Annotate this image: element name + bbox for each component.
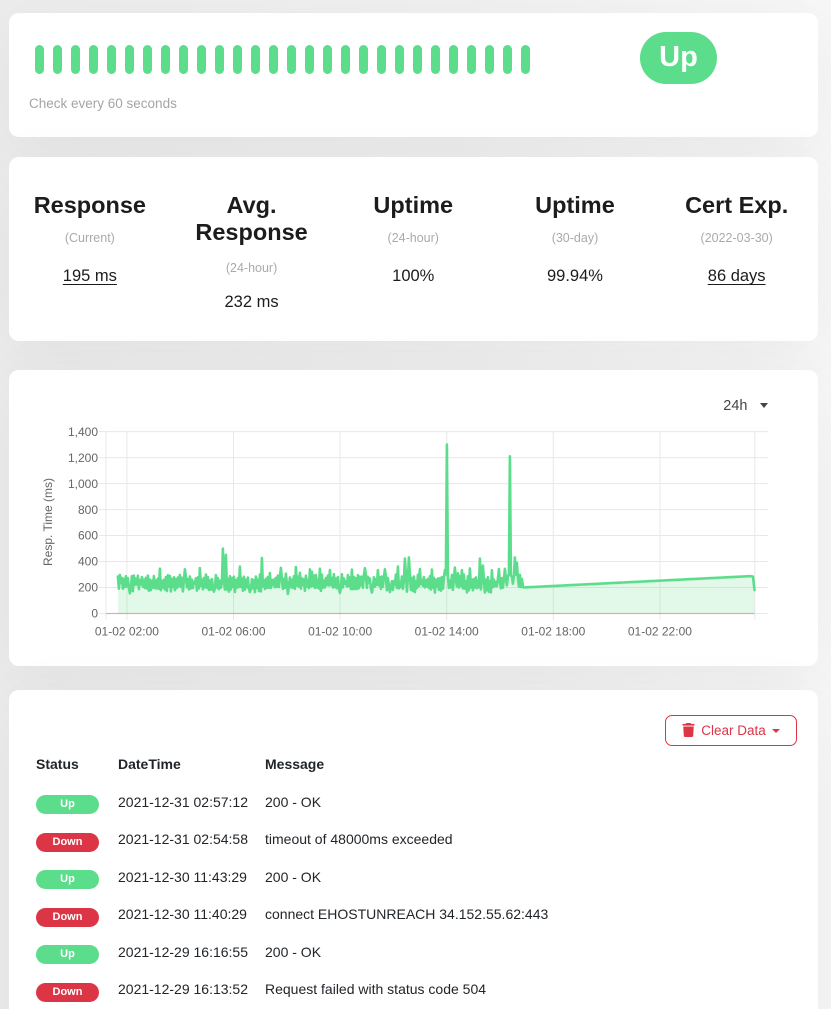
svg-text:01-02 22:00: 01-02 22:00 [628, 625, 692, 639]
svg-text:01-02 14:00: 01-02 14:00 [415, 625, 479, 639]
svg-text:600: 600 [78, 529, 98, 543]
svg-text:800: 800 [78, 503, 98, 517]
svg-text:01-02 18:00: 01-02 18:00 [521, 625, 585, 639]
svg-text:0: 0 [91, 607, 98, 621]
svg-text:200: 200 [78, 581, 98, 595]
svg-text:01-02 10:00: 01-02 10:00 [308, 625, 372, 639]
svg-text:01-02 02:00: 01-02 02:00 [95, 625, 159, 639]
svg-text:01-02 06:00: 01-02 06:00 [201, 625, 265, 639]
svg-text:1,200: 1,200 [68, 451, 98, 465]
svg-text:400: 400 [78, 555, 98, 569]
svg-text:1,000: 1,000 [68, 477, 98, 491]
svg-text:1,400: 1,400 [68, 425, 98, 439]
svg-text:Resp. Time (ms): Resp. Time (ms) [41, 478, 55, 566]
